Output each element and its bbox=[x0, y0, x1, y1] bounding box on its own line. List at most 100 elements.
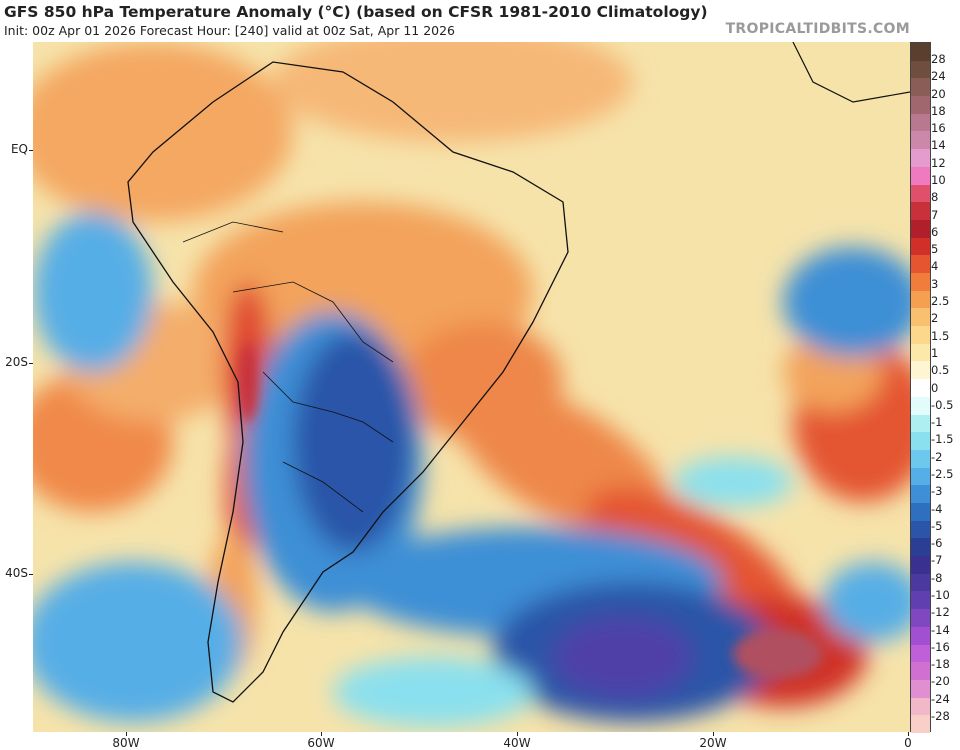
colorbar-label: 0 bbox=[931, 380, 939, 395]
colorbar-segment bbox=[911, 556, 930, 575]
brand-watermark: TROPICALTIDBITS.COM bbox=[725, 21, 910, 37]
anomaly-map bbox=[33, 42, 910, 732]
colorbar-segment bbox=[911, 290, 930, 309]
chart-subtitle: Init: 00z Apr 01 2026 Forecast Hour: [24… bbox=[4, 23, 456, 38]
colorbar-label: -16 bbox=[931, 639, 950, 654]
colorbar-label: -14 bbox=[931, 622, 950, 637]
lon-tick-40w bbox=[517, 732, 518, 736]
colorbar-segment bbox=[911, 78, 930, 97]
colorbar-segment bbox=[911, 326, 930, 345]
colorbar-segment bbox=[911, 202, 930, 221]
lon-label-20w: 20W bbox=[699, 736, 727, 750]
colorbar-segment bbox=[911, 273, 930, 292]
colorbar-segment bbox=[911, 503, 930, 522]
anomaly-field bbox=[33, 42, 910, 732]
colorbar-label: -1.5 bbox=[931, 432, 954, 447]
colorbar-label: -5 bbox=[931, 518, 943, 533]
colorbar-label: 5 bbox=[931, 242, 939, 257]
colorbar-label: -0.5 bbox=[931, 397, 954, 412]
colorbar-label: -12 bbox=[931, 605, 950, 620]
colorbar-segment bbox=[911, 609, 930, 628]
colorbar-label: -18 bbox=[931, 657, 950, 672]
colorbar-segment bbox=[911, 715, 930, 734]
colorbar-label: 12 bbox=[931, 155, 946, 170]
colorbar-label: 18 bbox=[931, 103, 946, 118]
colorbar-segment bbox=[911, 255, 930, 274]
lon-label-60w: 60W bbox=[307, 736, 335, 750]
colorbar-label: -1 bbox=[931, 415, 943, 430]
lon-tick-20w bbox=[713, 732, 714, 736]
colorbar-segment bbox=[911, 379, 930, 398]
colorbar-label: -28 bbox=[931, 709, 950, 723]
colorbar-label: 0.5 bbox=[931, 363, 950, 378]
colorbar-segment bbox=[911, 308, 930, 327]
colorbar-segment bbox=[911, 520, 930, 539]
colorbar-label: -7 bbox=[931, 553, 943, 568]
lat-label-20s: 20S bbox=[5, 355, 28, 369]
colorbar-label: 28 bbox=[931, 52, 946, 66]
colorbar-label: 6 bbox=[931, 224, 939, 239]
colorbar bbox=[910, 42, 931, 734]
colorbar-label: -3 bbox=[931, 484, 943, 499]
colorbar-segment bbox=[911, 679, 930, 699]
colorbar-label: -2 bbox=[931, 449, 943, 464]
colorbar-label: 4 bbox=[931, 259, 939, 274]
colorbar-segment bbox=[911, 166, 930, 186]
colorbar-label: 2.5 bbox=[931, 294, 950, 309]
colorbar-label: 10 bbox=[931, 173, 946, 188]
lon-label-40w: 40W bbox=[503, 736, 531, 750]
lat-tick-40s bbox=[29, 574, 33, 575]
colorbar-segment bbox=[911, 626, 930, 646]
colorbar-label: 14 bbox=[931, 138, 946, 153]
colorbar-segment bbox=[911, 644, 930, 663]
colorbar-label: 16 bbox=[931, 121, 946, 136]
colorbar-segment bbox=[911, 219, 930, 239]
colorbar-segment bbox=[911, 96, 930, 115]
colorbar-label: 7 bbox=[931, 207, 939, 222]
lat-label-40s: 40S bbox=[5, 566, 28, 580]
colorbar-segment bbox=[911, 60, 930, 79]
colorbar-label: -10 bbox=[931, 587, 950, 602]
colorbar-segment bbox=[911, 113, 930, 132]
colorbar-segment bbox=[911, 149, 930, 168]
colorbar-segment bbox=[911, 361, 930, 380]
lon-tick-80w bbox=[126, 732, 127, 736]
colorbar-segment bbox=[911, 662, 930, 681]
lon-label-0: 0 bbox=[904, 736, 912, 750]
colorbar-segment bbox=[911, 131, 930, 150]
colorbar-label: 3 bbox=[931, 276, 939, 291]
colorbar-segment bbox=[911, 485, 930, 504]
colorbar-label: -4 bbox=[931, 501, 943, 516]
colorbar-label: -6 bbox=[931, 536, 943, 551]
colorbar-label: 2 bbox=[931, 311, 939, 326]
colorbar-label: 8 bbox=[931, 190, 939, 205]
lon-tick-0 bbox=[908, 732, 909, 736]
colorbar-label: 24 bbox=[931, 69, 946, 84]
colorbar-label: 1 bbox=[931, 345, 939, 360]
colorbar-label: -20 bbox=[931, 674, 950, 689]
lat-tick-20s bbox=[29, 363, 33, 364]
colorbar-segment bbox=[911, 591, 930, 610]
colorbar-segment bbox=[911, 449, 930, 469]
chart-title: GFS 850 hPa Temperature Anomaly (°C) (ba… bbox=[4, 3, 708, 21]
colorbar-segment bbox=[911, 396, 930, 416]
lon-label-80w: 80W bbox=[112, 736, 140, 750]
colorbar-segment bbox=[911, 432, 930, 451]
colorbar-label: -8 bbox=[931, 570, 943, 585]
colorbar-segment bbox=[911, 237, 930, 256]
colorbar-label: 20 bbox=[931, 86, 946, 101]
colorbar-label: 1.5 bbox=[931, 328, 950, 343]
colorbar-label: -24 bbox=[931, 691, 950, 706]
colorbar-segment bbox=[911, 573, 930, 592]
colorbar-segment bbox=[911, 538, 930, 557]
colorbar-segment bbox=[911, 343, 930, 362]
colorbar-segment bbox=[911, 414, 930, 433]
colorbar-label: -2.5 bbox=[931, 466, 954, 481]
colorbar-segment bbox=[911, 184, 930, 203]
colorbar-segment bbox=[911, 43, 930, 62]
lon-tick-60w bbox=[321, 732, 322, 736]
colorbar-segment bbox=[911, 697, 930, 716]
colorbar-segment bbox=[911, 467, 930, 486]
lat-tick-eq bbox=[29, 150, 33, 151]
lat-label-eq: EQ bbox=[10, 142, 28, 156]
